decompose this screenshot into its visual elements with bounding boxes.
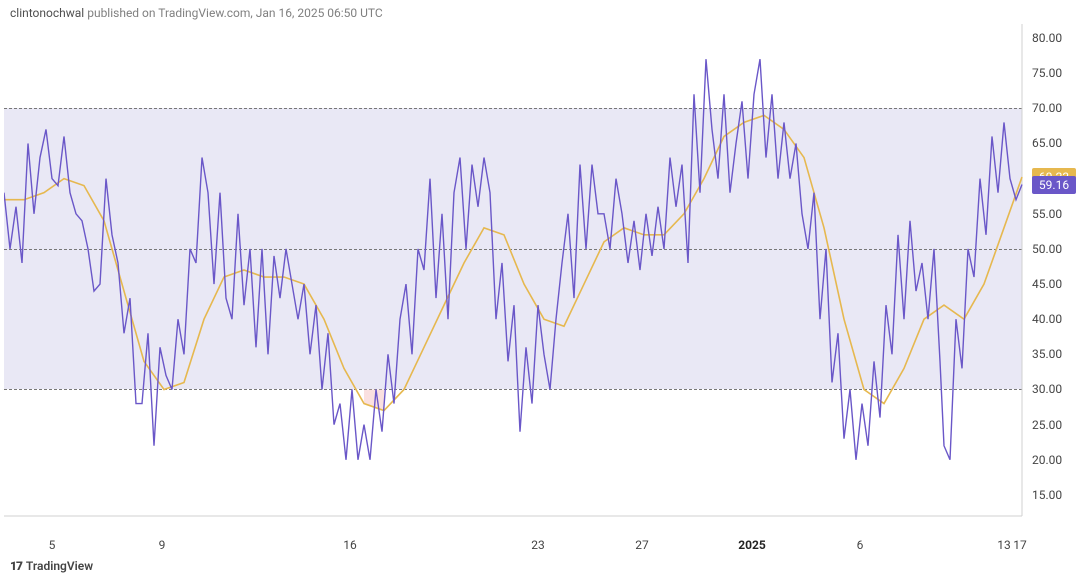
chart-lines [4, 24, 1076, 552]
rsi-line [4, 59, 1022, 460]
rsi-ma-line [4, 115, 1022, 410]
rsi-chart: 15.0020.0025.0030.0035.0040.0045.0050.00… [4, 24, 1076, 552]
tradingview-logo-icon: 17 [10, 559, 22, 573]
attribution-text: clintonochwal published on TradingView.c… [10, 6, 383, 20]
tradingview-branding: 17 TradingView [10, 559, 93, 573]
attribution-author: clintonochwal [10, 6, 84, 20]
attribution-rest: published on TradingView.com, Jan 16, 20… [84, 6, 383, 20]
value-tag: 59.16 [1032, 176, 1076, 194]
tradingview-name: TradingView [26, 559, 93, 573]
